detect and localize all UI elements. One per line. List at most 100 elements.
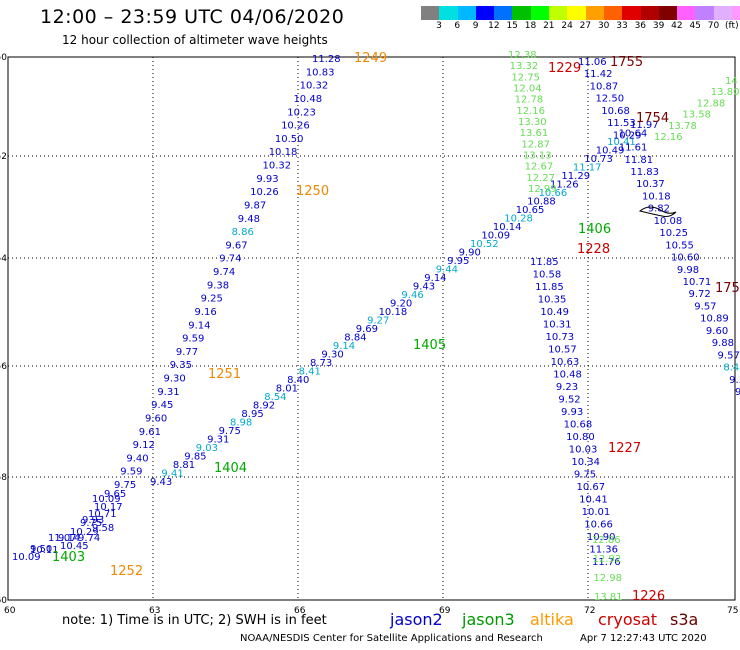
swh-label-jason2: 10.35 — [538, 295, 567, 306]
pass-time-altika: 1250 — [296, 184, 329, 199]
color-scale-tick: 27 — [579, 21, 592, 31]
color-scale-tick: 70 — [707, 21, 720, 31]
swh-label-jason2: 11.07 — [48, 533, 77, 544]
swh-label-jason2: 10.29 — [70, 527, 99, 538]
pass-time-jason3: 1406 — [578, 222, 611, 237]
y-tick-label: -50 — [0, 53, 7, 63]
color-swatch — [585, 6, 604, 20]
swh-label-diag: 8.01 — [276, 384, 298, 395]
swh-label-diag: 9.44 — [436, 265, 458, 276]
swh-label-jason2: 9.14 — [58, 533, 80, 544]
swh-label-jason2: 10.73 — [546, 332, 575, 343]
swh-label-jason3: 12.75 — [511, 72, 540, 83]
x-tick-label: 72 — [584, 606, 595, 616]
swh-label-jason2: 10.18 — [269, 147, 298, 158]
swh-label-jason2: 10.71 — [88, 509, 117, 520]
swh-label-trackc: 9.88 — [712, 338, 734, 349]
swh-label-trackc-green: 13.78 — [668, 121, 697, 132]
x-tick-label: 75 — [727, 606, 738, 616]
legend-jason2: jason2 — [390, 610, 443, 629]
footer-timestamp: Apr 7 12:27:43 UTC 2020 — [580, 633, 707, 644]
color-swatch — [695, 6, 714, 20]
y-tick-label: -52 — [0, 152, 7, 162]
color-swatch — [603, 6, 623, 20]
color-swatch — [549, 6, 568, 20]
swh-label-diag: 10.14 — [493, 222, 522, 233]
swh-label-diag: 10.18 — [379, 307, 408, 318]
swh-label-jason2: 9.30 — [164, 374, 186, 385]
pass-time-altika: 1252 — [110, 564, 143, 579]
swh-label-jason2: 10.63 — [551, 357, 580, 368]
swh-label-jason2: 10.09 — [92, 494, 121, 505]
swh-label-jason2: 9.14 — [188, 320, 210, 331]
swh-label-trackc-green: 12.16 — [654, 132, 683, 143]
swh-label-diag: 9.03 — [196, 443, 218, 454]
footer-credit: NOAA/NESDIS Center for Satellite Applica… — [240, 633, 543, 644]
swh-label-jason3: 13.13 — [523, 151, 552, 162]
swh-label-trackc: 10.29 — [613, 130, 642, 141]
swh-label-jason2: 9.40 — [126, 453, 148, 464]
swh-label-trackc: 9.57 — [718, 350, 740, 361]
swh-label-jason2: 10.11 — [30, 545, 59, 556]
swh-label-jason2: 10.41 — [579, 495, 608, 506]
swh-label-trackc: 9.1 — [735, 387, 740, 398]
swh-label-diag: 10.88 — [527, 197, 556, 208]
legend: note: 1) Time is in UTC; 2) SWH is in fe… — [0, 610, 740, 632]
color-scale-tick: 45 — [689, 21, 701, 31]
swh-label-jason2: 10.67 — [577, 482, 606, 493]
pass-time-s3a: 175 — [715, 281, 740, 296]
swh-label-jason2: 10.57 — [548, 345, 577, 356]
swh-label-jason2: 9.75 — [80, 518, 102, 529]
y-tick-label: -56 — [0, 362, 7, 372]
swh-label-diag: 11.26 — [550, 180, 579, 191]
swh-label-jason3: 12.67 — [525, 162, 554, 173]
legend-note: note: 1) Time is in UTC; 2) SWH is in fe… — [62, 613, 327, 628]
pass-time-cryosat: 1229 — [548, 61, 581, 76]
swh-label-diag: 10.64 — [619, 129, 648, 140]
swh-label-jason2: 9.58 — [92, 523, 114, 534]
swh-label-jason3: 13.61 — [520, 128, 549, 139]
swh-label-jason2: 9.50 — [30, 544, 52, 555]
swh-label-diag: 8.81 — [173, 460, 195, 471]
pass-time-jason3: 1403 — [52, 550, 85, 565]
swh-label-jason3: 12.86 — [592, 535, 621, 546]
swh-label-jason2: 9.77 — [176, 347, 198, 358]
swh-label-jason2: 10.45 — [60, 541, 89, 552]
pass-time-cryosat: 1226 — [632, 589, 665, 604]
swh-label-trackc: 9.98 — [677, 265, 699, 276]
swh-label-trackc: 11.42 — [584, 69, 613, 80]
x-tick-label: 60 — [4, 606, 16, 616]
swh-label-jason2: 9.60 — [145, 413, 167, 424]
swh-label-jason2: 10.66 — [584, 520, 613, 531]
swh-label-jason2: 9.61 — [139, 427, 161, 438]
swh-label-trackc: 10.25 — [659, 228, 688, 239]
color-swatch — [713, 6, 733, 20]
swh-label-jason2: 9.75 — [574, 470, 596, 481]
color-swatch — [640, 6, 659, 20]
color-swatch — [732, 6, 740, 20]
swh-label-jason2: 10.50 — [275, 134, 304, 145]
swh-label-diag: 9.31 — [207, 435, 229, 446]
swh-label-trackc: 10.60 — [671, 253, 700, 264]
swh-label-jason2: 10.48 — [293, 94, 322, 105]
swh-label-diag: 11.29 — [561, 171, 590, 182]
swh-label-jason2: 10.83 — [306, 67, 335, 78]
swh-label-trackc-green: 13.58 — [682, 110, 711, 121]
color-scale-tick: 39 — [652, 21, 665, 31]
color-scale-tick: 6 — [454, 21, 461, 31]
map-subtitle: 12 hour collection of altimeter wave hei… — [62, 33, 328, 47]
swh-label-diag: 10.41 — [607, 137, 636, 148]
swh-label-jason2: 10.34 — [571, 457, 600, 468]
swh-label-jason2: 9.87 — [244, 200, 266, 211]
color-scale-tick: 36 — [634, 21, 647, 31]
swh-label-jason2: 9.31 — [157, 387, 179, 398]
swh-label-jason2: 10.26 — [250, 187, 279, 198]
pass-time-s3a: 1755 — [610, 55, 643, 70]
color-scale-tick: 33 — [616, 21, 628, 31]
pass-time-cryosat: 1227 — [608, 441, 641, 456]
swh-label-trackc: 11.61 — [619, 143, 648, 154]
color-scale-tick: 15 — [506, 21, 518, 31]
color-swatch — [530, 6, 550, 20]
swh-label-trackc: 11.83 — [630, 167, 659, 178]
swh-label-trackc: 12.50 — [595, 94, 624, 105]
